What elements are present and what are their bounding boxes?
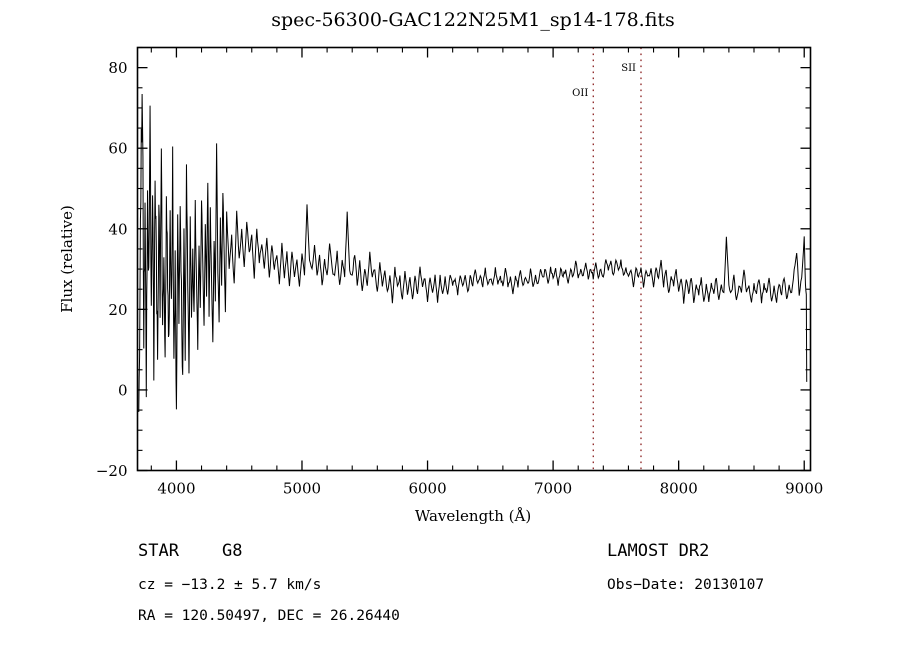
line-marker-label-oii: OII	[572, 88, 588, 99]
x-tick-label: 8000	[660, 480, 698, 498]
x-tick-label: 9000	[785, 480, 823, 498]
footer-velocity: cz = −13.2 ± 5.7 km/s	[138, 577, 321, 593]
x-tick-label: 6000	[408, 480, 446, 498]
x-tick-label: 4000	[157, 480, 195, 498]
x-tick-label: 7000	[534, 480, 572, 498]
emission-line-markers: OII SII	[572, 47, 642, 471]
axis-tick-labels: 4000 5000 6000 7000 8000 9000 −20 0 20 40 60 80	[96, 59, 823, 497]
plot-frame	[136, 46, 812, 472]
y-tick-label: 0	[118, 381, 128, 399]
x-tick-label: 5000	[283, 480, 321, 498]
line-marker-label-sii: SII	[621, 63, 636, 74]
footer-spectral-class: G8	[222, 541, 242, 561]
y-tick-label: 60	[108, 140, 127, 158]
spectrum-trace	[138, 93, 808, 413]
y-tick-label: 20	[108, 301, 127, 319]
page-title: spec-56300-GAC122N25M1_sp14-178.fits	[271, 9, 675, 31]
y-tick-label: 80	[108, 59, 127, 77]
y-tick-label: −20	[96, 462, 128, 480]
y-axis-label: Flux (relative)	[58, 205, 76, 313]
x-axis-label: Wavelength (Å)	[415, 507, 531, 525]
footer-survey: LAMOST DR2	[607, 541, 709, 561]
footer-coordinates: RA = 120.50497, DEC = 26.26440	[138, 608, 400, 624]
y-tick-label: 40	[108, 220, 127, 238]
plot-axes	[137, 46, 811, 472]
footer-obs-date: Obs−Date: 20130107	[607, 577, 764, 593]
footer-object-type: STAR	[138, 541, 180, 561]
